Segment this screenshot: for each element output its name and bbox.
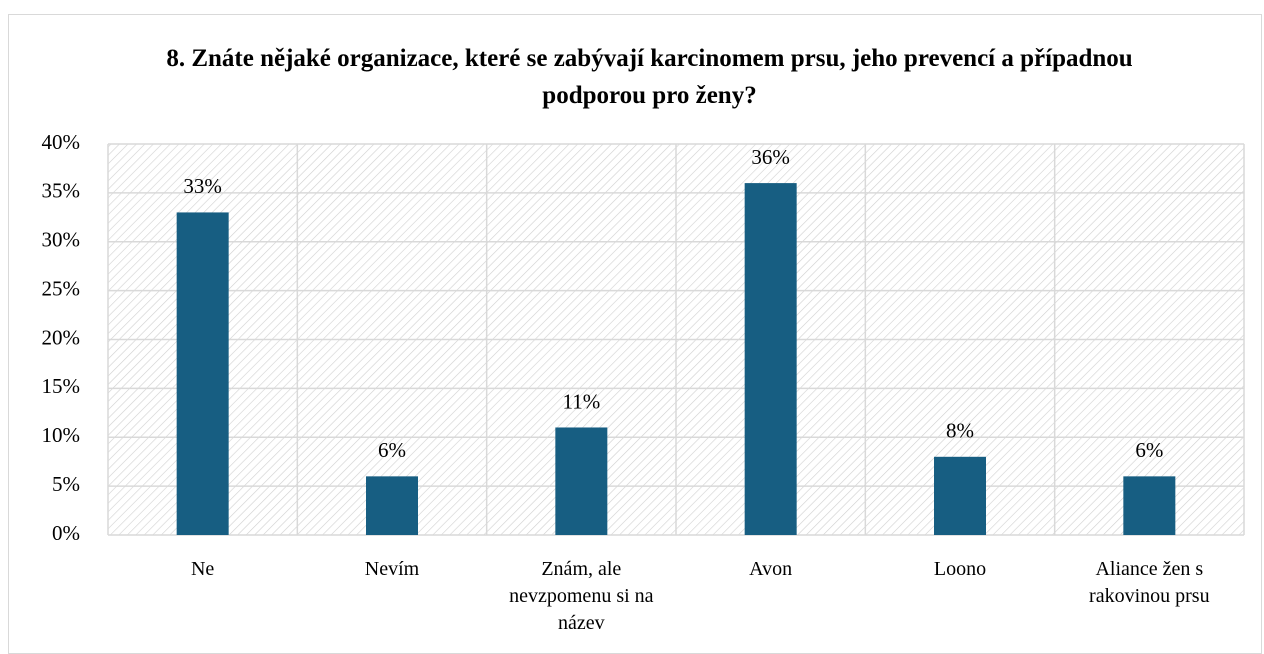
bar: [176, 212, 229, 536]
y-tick-label: 40%: [42, 130, 81, 154]
data-label: 33%: [183, 174, 222, 198]
y-tick-label: 15%: [42, 374, 81, 398]
y-tick-label: 25%: [42, 276, 81, 300]
y-tick-label: 20%: [42, 325, 81, 349]
x-tick-label: Znám, ale nevzpomenu si na název: [509, 558, 654, 634]
x-tick-label: Nevím: [364, 558, 420, 580]
bar: [555, 427, 608, 535]
x-tick-label: Ne: [190, 558, 215, 580]
x-tick-label: Avon: [749, 558, 793, 580]
bar: [366, 476, 418, 535]
y-tick-label: 30%: [42, 228, 81, 252]
data-label: 8%: [946, 419, 974, 443]
y-tick-label: 10%: [42, 423, 81, 447]
bar: [1123, 476, 1176, 535]
bar: [744, 183, 797, 535]
y-tick-label: 5%: [52, 472, 80, 496]
y-tick-label: 0%: [52, 521, 80, 545]
data-label: 11%: [562, 389, 600, 413]
data-label: 6%: [378, 438, 406, 462]
data-label: 36%: [751, 145, 790, 169]
chart-title: 8. Znáte nějaké organizace, které se zab…: [166, 45, 1133, 109]
bar: [934, 456, 986, 535]
x-tick-label: Aliance žen s rakovinou prsu: [1089, 558, 1210, 607]
x-tick-label: Loono: [933, 558, 987, 580]
y-tick-label: 35%: [42, 179, 81, 203]
data-label: 6%: [1135, 438, 1163, 462]
